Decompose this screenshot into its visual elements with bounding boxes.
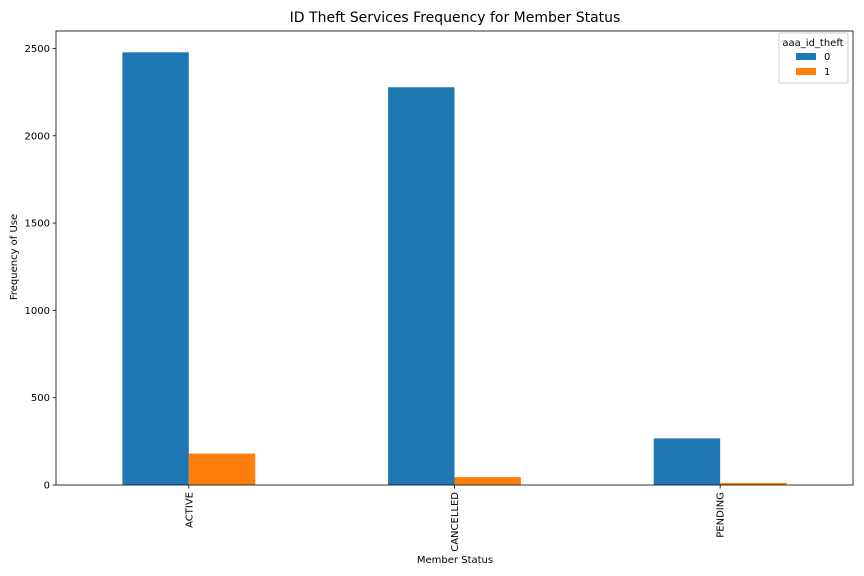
bar-active-series-1 <box>188 453 256 485</box>
y-tick-label: 1500 <box>25 219 50 230</box>
legend-title: aaa_id_theft <box>782 38 843 49</box>
y-tick-label: 0 <box>44 481 50 492</box>
chart-title: ID Theft Services Frequency for Member S… <box>290 10 621 26</box>
x-axis-label: Member Status <box>417 555 493 566</box>
y-axis-ticks: 0 500 1000 1500 2000 2500 <box>25 44 56 492</box>
legend-label-1: 1 <box>824 67 830 78</box>
legend-label-0: 0 <box>824 52 830 63</box>
legend-swatch-0 <box>796 53 816 60</box>
bar-cancelled-series-1 <box>454 477 521 485</box>
legend-swatch-1 <box>796 68 816 75</box>
bar-pending-series-1 <box>720 482 787 485</box>
bar-cancelled-series-0 <box>388 87 455 486</box>
bars-group <box>122 52 787 486</box>
y-tick-label: 2500 <box>25 44 50 55</box>
x-tick-label-pending: PENDING <box>716 492 727 538</box>
y-tick-label: 1000 <box>25 306 50 317</box>
y-tick-label: 500 <box>31 393 50 404</box>
y-axis-label: Frequency of Use <box>9 214 20 300</box>
x-tick-label-active: ACTIVE <box>184 492 195 528</box>
bar-active-series-0 <box>122 52 189 486</box>
legend: aaa_id_theft 0 1 <box>778 32 849 84</box>
bar-pending-series-0 <box>653 438 721 485</box>
x-tick-label-cancelled: CANCELLED <box>450 492 461 552</box>
x-axis-ticks: ACTIVE CANCELLED PENDING <box>184 485 727 552</box>
y-tick-label: 2000 <box>25 131 50 142</box>
plot-frame <box>55 30 854 486</box>
